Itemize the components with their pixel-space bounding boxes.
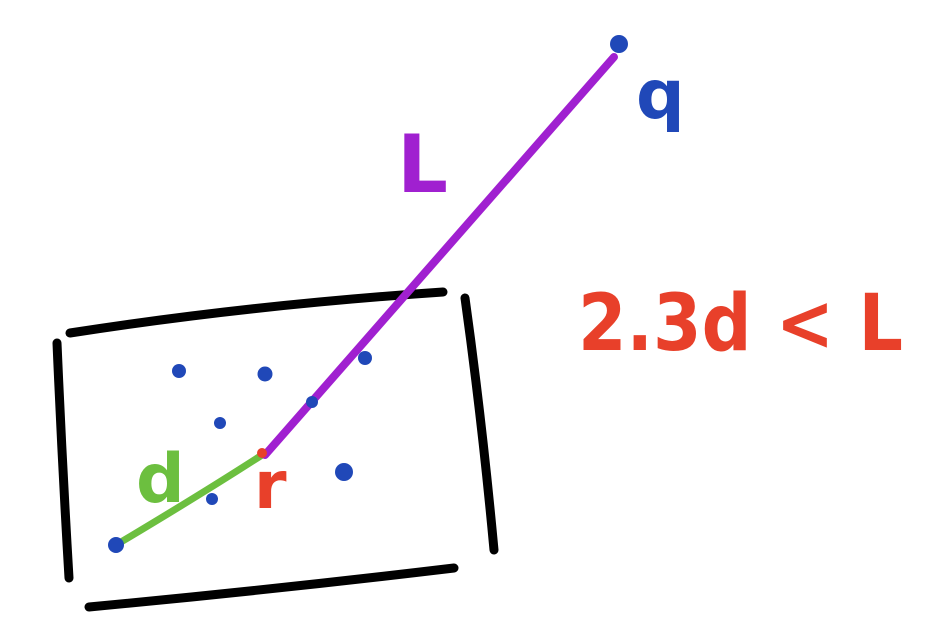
point bbox=[257, 366, 273, 382]
point bbox=[108, 537, 124, 553]
point bbox=[335, 463, 353, 481]
box-bottom-edge bbox=[84, 563, 459, 612]
point bbox=[306, 396, 318, 408]
label-r: r bbox=[254, 447, 287, 524]
point bbox=[358, 351, 372, 365]
label-q: q bbox=[636, 56, 685, 135]
inequality-text: 2.3d < L bbox=[578, 279, 903, 369]
points bbox=[108, 35, 628, 553]
segment-L bbox=[261, 53, 618, 459]
box-left-edge bbox=[52, 338, 74, 583]
point-r bbox=[257, 448, 267, 458]
point-q bbox=[610, 35, 628, 53]
bounding-box bbox=[52, 287, 499, 612]
label-d: d bbox=[136, 440, 185, 519]
label-L: L bbox=[397, 118, 448, 211]
point bbox=[206, 493, 218, 505]
segment-d bbox=[112, 451, 266, 549]
point bbox=[172, 364, 186, 378]
box-right-edge bbox=[460, 293, 499, 555]
point bbox=[214, 417, 226, 429]
box-top-edge bbox=[65, 287, 448, 338]
